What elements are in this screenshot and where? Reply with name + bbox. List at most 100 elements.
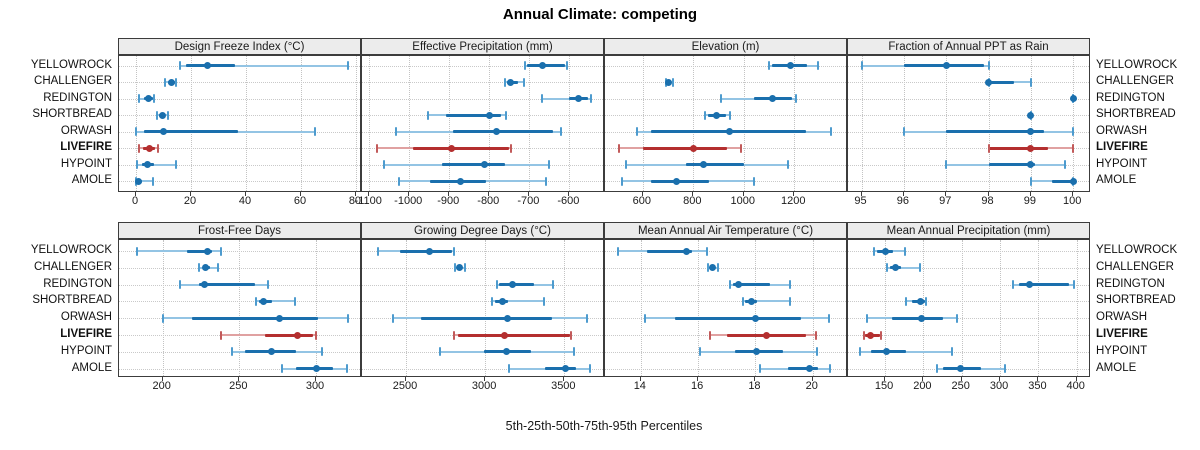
axis-tick-mark: [299, 192, 301, 196]
row-guideline: [362, 301, 603, 303]
gridline: [569, 56, 571, 191]
whisker-cap-5th: [491, 296, 494, 306]
median-dot: [200, 281, 208, 289]
median-dot: [957, 365, 965, 373]
site-label-right: ORWASH: [1096, 124, 1148, 137]
median-dot: [708, 264, 716, 272]
median-dot: [426, 247, 434, 255]
median-dot: [204, 62, 211, 69]
median-dot: [916, 297, 924, 305]
row-guideline: [848, 98, 1089, 101]
median-dot: [492, 128, 500, 135]
whisker-cap-95th: [505, 110, 508, 120]
site-label-right: CHALLENGER: [1096, 75, 1174, 87]
gridline: [239, 240, 241, 376]
row-guideline: [362, 98, 603, 101]
site-label-right: CHALLENGER: [1096, 260, 1174, 273]
median-dot: [509, 281, 517, 289]
gridline: [355, 56, 358, 191]
site-label-left: YELLOWROCK: [30, 244, 112, 256]
axis-tick-mark: [922, 377, 924, 381]
panel-strip-title: Mean Annual Precipitation (mm): [886, 224, 1051, 237]
gridline: [485, 240, 487, 376]
whisker-cap-95th: [671, 77, 674, 87]
site-label-left: LIVEFIRE: [60, 141, 112, 153]
row-guideline: [848, 351, 1089, 354]
whisker-cap-5th: [620, 176, 623, 186]
median-dot: [1027, 144, 1035, 152]
median-dot: [202, 264, 210, 272]
whisker-5-95: [1030, 180, 1074, 182]
axis-tick-label: -800: [477, 195, 500, 207]
median-dot: [1025, 281, 1033, 289]
whisker-cap-95th: [918, 263, 921, 273]
whisker-cap-5th: [255, 296, 258, 306]
gridline: [640, 240, 643, 376]
axis-tick-label: 98: [981, 195, 994, 207]
whisker-cap-95th: [216, 263, 219, 273]
panel-strip: Elevation (m): [604, 38, 847, 55]
axis-tick-label: 99: [1023, 195, 1036, 207]
whisker-cap-95th: [152, 94, 155, 103]
whisker-cap-5th: [636, 127, 639, 136]
gridline: [885, 240, 887, 376]
whisker-cap-95th: [729, 110, 732, 120]
axis-tick-label: 16: [691, 380, 704, 392]
whisker-cap-95th: [345, 364, 348, 374]
axis-tick-label: 300: [989, 380, 1009, 392]
panel-body: [361, 55, 604, 192]
gridline: [794, 56, 796, 191]
whisker-cap-95th: [1072, 280, 1075, 290]
whisker-cap-95th: [552, 280, 555, 290]
whisker-cap-5th: [161, 313, 164, 323]
gridline: [316, 240, 318, 376]
axis-tick-label: 0: [131, 195, 139, 207]
gridline: [698, 240, 700, 376]
whisker-cap-95th: [880, 330, 883, 340]
whisker-cap-5th: [936, 364, 939, 374]
interquartile-bar: [732, 283, 770, 287]
median-dot: [506, 78, 514, 86]
gridline: [529, 56, 531, 191]
interquartile-bar: [675, 316, 802, 320]
whisker-cap-95th: [522, 77, 525, 87]
whisker-cap-5th: [395, 127, 398, 136]
axis-tick-mark: [793, 192, 795, 196]
axis-caption: 5th-25th-50th-75th-95th Percentiles: [505, 419, 703, 433]
panel-strip-title: Design Freeze Index (°C): [174, 40, 305, 53]
gridline: [1073, 56, 1075, 191]
site-label-left: AMOLE: [71, 361, 112, 374]
median-dot: [769, 95, 777, 102]
whisker-cap-5th: [617, 143, 620, 153]
whisker-cap-5th: [616, 246, 619, 256]
median-dot: [260, 297, 268, 305]
row-guideline: [119, 82, 360, 84]
interquartile-bar: [685, 163, 745, 166]
axis-tick-mark: [368, 192, 370, 196]
whisker-cap-95th: [794, 94, 797, 103]
axis-tick-mark: [639, 377, 641, 381]
interquartile-bar: [421, 316, 553, 320]
axis-tick-label: 200: [913, 380, 932, 392]
axis-tick-mark: [405, 377, 406, 381]
figure-title: Annual Climate: competing: [502, 6, 698, 23]
gridline: [449, 56, 451, 191]
whisker-cap-5th: [507, 364, 510, 374]
whisker-cap-5th: [1029, 176, 1032, 186]
panel-strip-title: Frost-Free Days: [197, 224, 282, 237]
site-label-left: SHORTBREAD: [32, 294, 112, 307]
whisker-cap-95th: [814, 330, 817, 340]
site-label-left: HYPOINT: [60, 344, 112, 357]
axis-tick-mark: [987, 192, 989, 196]
median-dot: [683, 247, 691, 255]
whisker-cap-5th: [439, 347, 442, 357]
axis-tick-label: 80: [348, 195, 362, 207]
gridline: [162, 240, 165, 376]
axis-tick-label: -600: [557, 195, 580, 207]
panel-body: [847, 55, 1090, 192]
axis-tick-label: 3000: [471, 380, 497, 392]
axis-tick-label: 250: [229, 380, 248, 392]
median-dot: [763, 331, 771, 339]
whisker-cap-5th: [281, 364, 284, 374]
whisker-cap-95th: [740, 143, 743, 153]
